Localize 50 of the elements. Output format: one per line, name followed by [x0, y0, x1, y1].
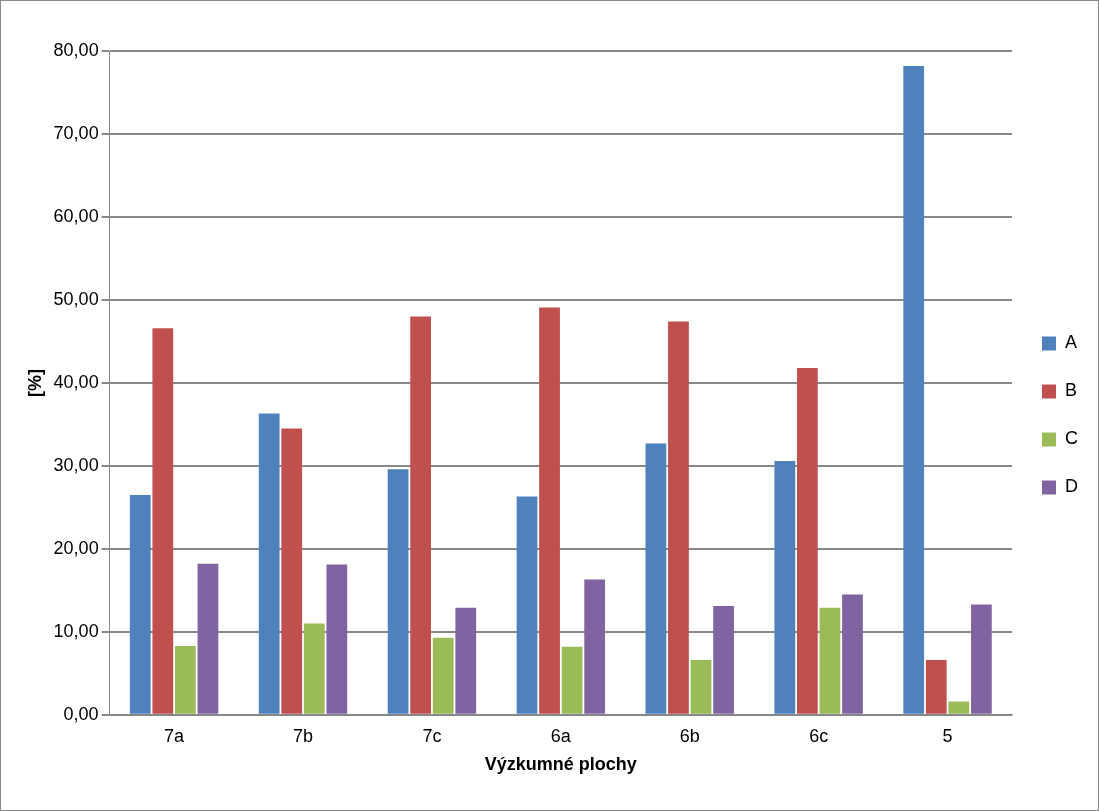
bar — [303, 623, 325, 714]
bar — [948, 701, 970, 714]
y-tick-label: 40,00 — [53, 371, 99, 392]
y-tick-label: 70,00 — [53, 122, 99, 143]
x-tick-label: 6c — [809, 725, 829, 746]
bar — [713, 606, 734, 714]
bar — [690, 660, 712, 714]
bar — [539, 307, 560, 714]
bar — [410, 316, 432, 714]
legend-label: C — [1065, 428, 1078, 449]
bar — [903, 65, 925, 714]
x-tick-label: 7c — [422, 725, 442, 746]
legend-label: B — [1065, 380, 1078, 401]
y-tick-label: 0,00 — [63, 703, 99, 724]
bar — [281, 428, 303, 714]
bar — [152, 328, 174, 714]
bar — [796, 367, 818, 714]
bar — [387, 469, 409, 714]
x-tick-label: 6b — [679, 725, 700, 746]
legend-label: D — [1065, 476, 1078, 497]
x-tick-label: 7b — [292, 725, 314, 746]
bar — [432, 637, 454, 714]
x-tick-label: 6a — [550, 725, 572, 746]
bar — [455, 607, 477, 714]
bar — [326, 564, 348, 714]
bar — [842, 594, 863, 714]
bar — [175, 645, 196, 714]
bar — [516, 496, 538, 714]
bar — [774, 460, 796, 714]
bar — [971, 604, 992, 714]
bar — [258, 413, 280, 714]
x-tick-label: 5 — [942, 725, 953, 746]
y-axis-title: [%] — [24, 368, 45, 397]
bar — [819, 607, 841, 714]
y-tick-label: 10,00 — [53, 620, 99, 641]
bar — [668, 321, 689, 714]
x-axis-title: Výzkumné plochy — [484, 754, 637, 775]
legend-label: A — [1065, 332, 1078, 353]
y-tick-label: 60,00 — [53, 205, 99, 226]
bar — [645, 443, 667, 714]
bar — [129, 494, 151, 714]
x-tick-label: 7a — [164, 725, 186, 746]
y-tick-label: 20,00 — [53, 537, 99, 558]
y-tick-label: 30,00 — [53, 454, 99, 475]
y-tick-label: 80,00 — [53, 39, 99, 60]
bar — [925, 660, 947, 714]
bar — [197, 563, 219, 714]
bar — [584, 579, 606, 714]
y-tick-label: 50,00 — [53, 288, 99, 309]
bar — [561, 646, 583, 714]
